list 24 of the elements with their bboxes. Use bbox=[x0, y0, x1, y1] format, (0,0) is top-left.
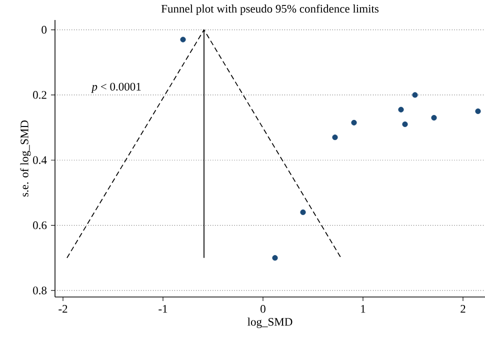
y-tick-label: 0.8 bbox=[33, 286, 47, 294]
y-tick-label: 0.2 bbox=[33, 91, 46, 99]
point bbox=[180, 36, 186, 42]
y-tick-label: 0 bbox=[42, 26, 47, 34]
x-tick-label: -2 bbox=[58, 305, 68, 313]
y-tick-label: 0.6 bbox=[33, 221, 47, 230]
x-tick-label: 0 bbox=[260, 305, 266, 313]
x-tick-label: -1 bbox=[158, 305, 168, 313]
point bbox=[412, 92, 418, 98]
point bbox=[402, 121, 408, 128]
annotation: p < 0.0001 bbox=[91, 82, 141, 93]
point bbox=[351, 120, 357, 126]
point bbox=[475, 108, 481, 114]
point bbox=[272, 255, 278, 261]
point bbox=[300, 209, 306, 216]
x-tick-label: 2 bbox=[460, 305, 466, 313]
y-tick-label: 0.4 bbox=[33, 156, 47, 164]
y-axis-title: s.e. of log_SMD bbox=[20, 120, 31, 197]
x-axis-title: log_SMD bbox=[248, 318, 292, 328]
point bbox=[332, 134, 338, 140]
point bbox=[431, 114, 437, 121]
x-tick-label: 1 bbox=[361, 305, 366, 313]
chart-title: Funnel plot with pseudo 95% confidence limits bbox=[161, 4, 379, 15]
point bbox=[398, 106, 404, 112]
